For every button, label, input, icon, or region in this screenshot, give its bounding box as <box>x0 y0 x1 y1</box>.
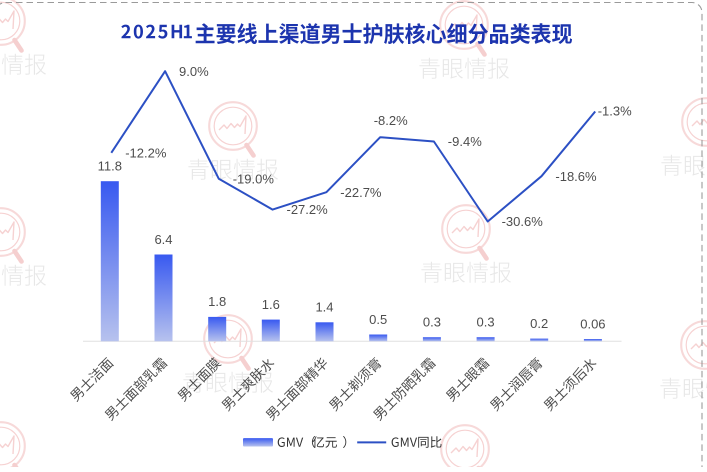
svg-text:11.8: 11.8 <box>98 159 122 174</box>
svg-text:-22.7%: -22.7% <box>340 185 382 200</box>
svg-text:-12.2%: -12.2% <box>125 145 167 160</box>
svg-text:9.0%: 9.0% <box>179 64 209 79</box>
svg-text:1.8: 1.8 <box>208 294 226 309</box>
svg-text:6.4: 6.4 <box>154 232 172 247</box>
svg-text:-30.6%: -30.6% <box>502 214 544 229</box>
svg-text:-27.2%: -27.2% <box>287 202 329 217</box>
svg-text:-9.4%: -9.4% <box>448 134 482 149</box>
svg-text:-19.0%: -19.0% <box>233 171 275 186</box>
svg-text:-1.3%: -1.3% <box>598 103 632 118</box>
svg-text:1.4: 1.4 <box>315 300 333 315</box>
svg-text:0.3: 0.3 <box>423 315 441 330</box>
svg-text:0.2: 0.2 <box>530 316 548 331</box>
svg-text:-18.6%: -18.6% <box>555 169 597 184</box>
svg-text:1.6: 1.6 <box>262 297 280 312</box>
svg-text:0.5: 0.5 <box>369 312 387 327</box>
svg-text:0.3: 0.3 <box>477 315 495 330</box>
svg-text:-8.2%: -8.2% <box>374 113 408 128</box>
svg-text:0.06: 0.06 <box>580 316 605 331</box>
